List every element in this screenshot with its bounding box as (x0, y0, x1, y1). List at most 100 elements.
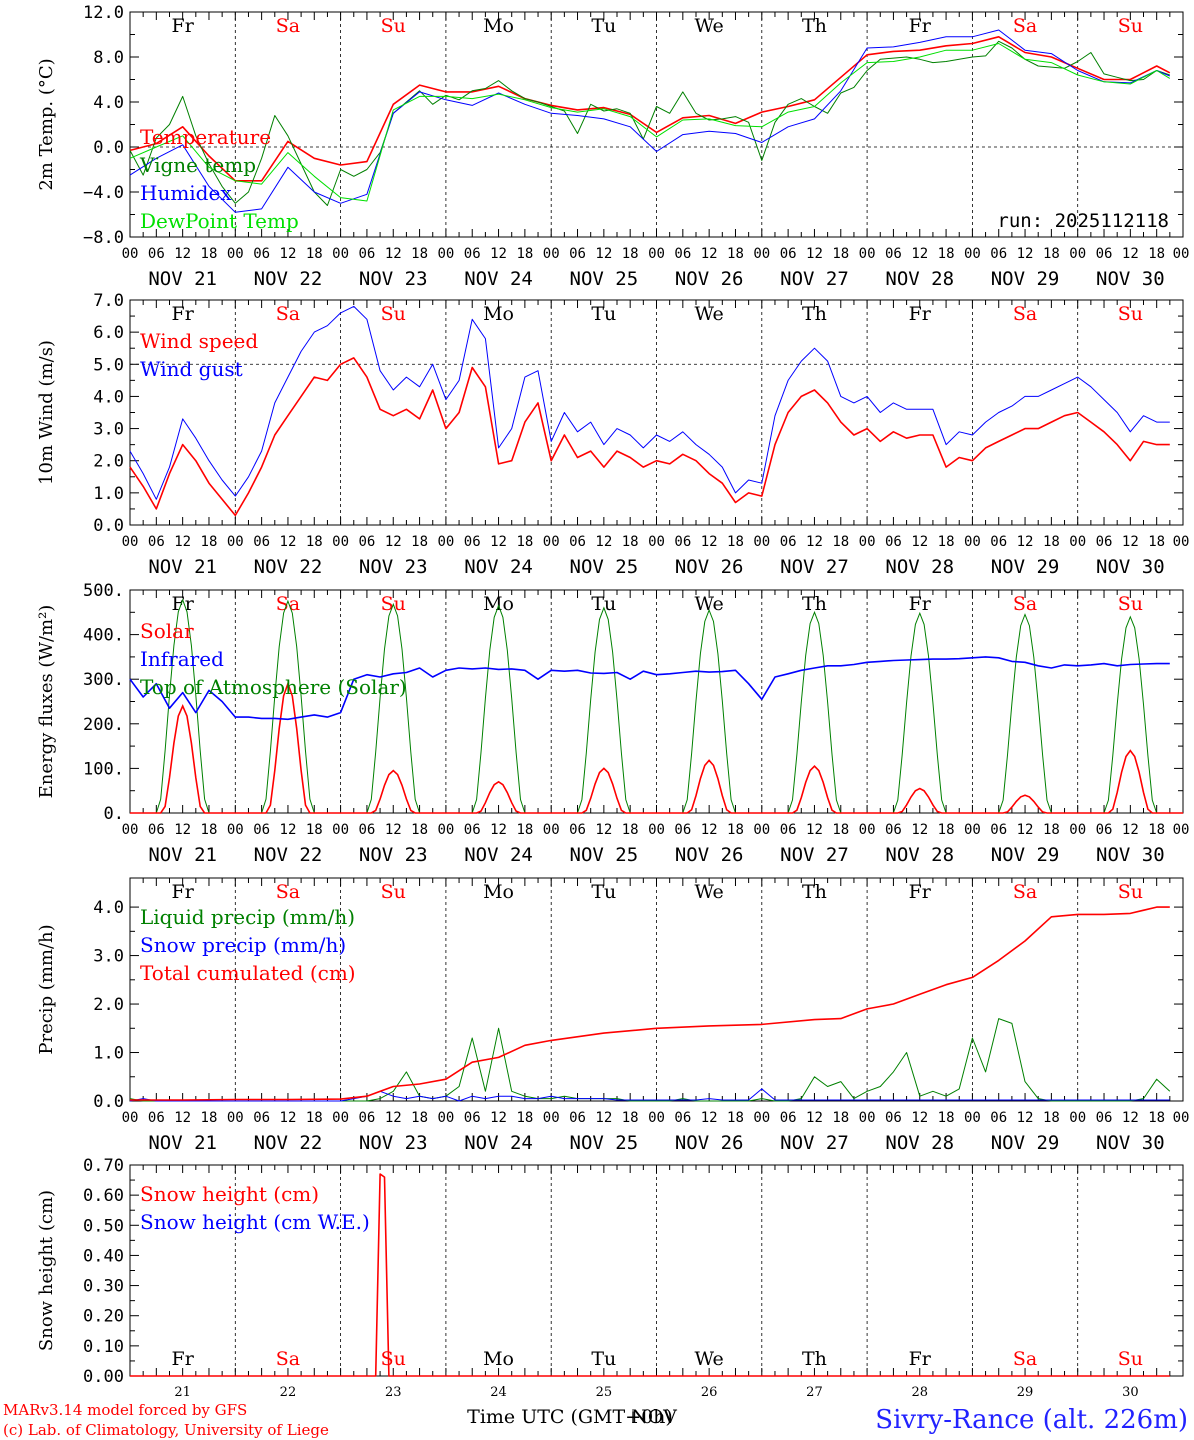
energy-hour-label: 18 (411, 822, 428, 838)
precip-hour-label: 06 (1096, 1110, 1113, 1126)
energy-hour-label: 00 (859, 822, 876, 838)
energy-hour-label: 12 (701, 822, 718, 838)
precip-hour-label: 06 (253, 1110, 270, 1126)
energy-hour-label: 12 (385, 822, 402, 838)
energy-hour-label: 18 (622, 822, 639, 838)
wind-weekday-label: Sa (276, 303, 300, 325)
wind-hour-label: 12 (911, 534, 928, 550)
precip-hour-label: 18 (727, 1110, 744, 1126)
temperature-y-tick-label: 4.0 (93, 93, 124, 113)
energy-hour-label: 12 (280, 822, 297, 838)
energy-weekday-label: Mo (483, 593, 514, 615)
wind-hour-label: 18 (201, 534, 218, 550)
snow-y-tick-label: 0.20 (83, 1307, 124, 1327)
energy-y-axis-label: Energy fluxes (W/m²) (36, 605, 57, 799)
energy-hour-label: 18 (1148, 822, 1165, 838)
wind-hour-label: 18 (727, 534, 744, 550)
energy-hour-label: 18 (306, 822, 323, 838)
precip-weekday-label: Th (802, 881, 827, 903)
wind-hour-label: 12 (595, 534, 612, 550)
wind-hour-label: 00 (964, 534, 981, 550)
temperature-legend-entry: DewPoint Temp (140, 209, 299, 233)
energy-hour-label: 12 (595, 822, 612, 838)
x-axis-label-overprint: NOV (631, 1406, 677, 1428)
wind-hour-label: 12 (174, 534, 191, 550)
temperature-weekday-label: Sa (1013, 15, 1037, 37)
precip-hour-label: 18 (411, 1110, 428, 1126)
snow-weekday-label: Th (802, 1348, 827, 1370)
precip-hour-label: 18 (938, 1110, 955, 1126)
snow-weekday-label: Fr (172, 1348, 195, 1370)
wind-series-wind-gust (129, 305, 1170, 500)
precip-weekday-label: Fr (172, 881, 195, 903)
energy-hour-label: 18 (516, 822, 533, 838)
day-number-label: 28 (911, 1385, 928, 1400)
precip-hour-label: 12 (1017, 1110, 1034, 1126)
toa-solar-day-curve (656, 608, 762, 814)
precip-hour-label: 12 (174, 1110, 191, 1126)
wind-hour-label: 18 (411, 534, 428, 550)
wind-y-tick-label: 4.0 (93, 387, 124, 407)
temperature-date-label: NOV 30 (1096, 268, 1165, 290)
wind-y-tick-label: 6.0 (93, 323, 124, 343)
energy-date-label: NOV 23 (359, 844, 428, 866)
wind-series-wind-speed (129, 357, 1170, 517)
temperature-legend-entry: Humidex (140, 181, 232, 205)
wind-hour-label: 18 (306, 534, 323, 550)
precip-hour-label: 18 (622, 1110, 639, 1126)
wind-hour-label: 00 (437, 534, 454, 550)
wind-date-label: NOV 29 (991, 556, 1060, 578)
wind-hour-label: 00 (859, 534, 876, 550)
temperature-hour-label: 06 (990, 246, 1007, 262)
temperature-y-tick-label: −4.0 (83, 183, 124, 203)
snow-weekday-label: Mo (483, 1348, 514, 1370)
temperature-hour-label: 12 (280, 246, 297, 262)
temperature-hour-label: 06 (569, 246, 586, 262)
snow-weekday-label: Tu (591, 1348, 616, 1370)
energy-weekday-label: Fr (909, 593, 932, 615)
solar-day-curve (1077, 749, 1183, 814)
temperature-legend-entry: Temperature (140, 125, 271, 149)
temperature-date-label: NOV 21 (148, 268, 217, 290)
precip-date-label: NOV 25 (570, 1132, 639, 1154)
temperature-weekday-label: Fr (172, 15, 195, 37)
solar-day-curve (551, 767, 657, 814)
energy-date-label: NOV 26 (675, 844, 744, 866)
wind-weekday-label: We (695, 303, 724, 325)
precip-hour-label: 12 (280, 1110, 297, 1126)
precip-weekday-label: Fr (909, 881, 932, 903)
wind-y-tick-label: 0.0 (93, 516, 124, 536)
precip-y-tick-label: 4.0 (93, 898, 124, 918)
energy-hour-label: 12 (174, 822, 191, 838)
wind-hour-label: 06 (674, 534, 691, 550)
wind-date-label: NOV 21 (148, 556, 217, 578)
precip-hour-label: 06 (885, 1110, 902, 1126)
temperature-legend-entry: Vigne temp (139, 153, 256, 177)
snow-series-snow-height-cm- (130, 1173, 1170, 1377)
wind-weekday-label: Su (381, 303, 406, 325)
snow-legend-entry: Snow height (cm) (140, 1182, 319, 1206)
temperature-date-label: NOV 28 (885, 268, 954, 290)
day-number-label: 30 (1122, 1385, 1139, 1400)
snow-y-tick-label: 0.60 (83, 1186, 124, 1206)
wind-hour-label: 12 (385, 534, 402, 550)
precip-hour-label: 12 (595, 1110, 612, 1126)
wind-weekday-label: Mo (483, 303, 514, 325)
precip-weekday-label: Sa (276, 881, 300, 903)
panel-snow: 0.00 0.10 0.20 0.30 0.40 0.50 0.60 0.70 Snow hei… (36, 1156, 1184, 1400)
solar-day-curve (340, 769, 446, 814)
energy-hour-label: 12 (1017, 822, 1034, 838)
temperature-hour-label: 18 (832, 246, 849, 262)
solar-day-curve (867, 787, 973, 814)
wind-hour-label: 12 (1122, 534, 1139, 550)
temperature-hour-label: 12 (595, 246, 612, 262)
temperature-y-tick-label: 0.0 (93, 138, 124, 158)
temperature-series-temperature (129, 36, 1171, 182)
snow-y-tick-label: 0.50 (83, 1216, 124, 1236)
wind-y-tick-label: 3.0 (93, 420, 124, 440)
precip-hour-label: 06 (358, 1110, 375, 1126)
wind-hour-label: 18 (832, 534, 849, 550)
energy-hour-label: 18 (727, 822, 744, 838)
temperature-hour-label: 12 (806, 246, 823, 262)
wind-weekday-label: Fr (909, 303, 932, 325)
